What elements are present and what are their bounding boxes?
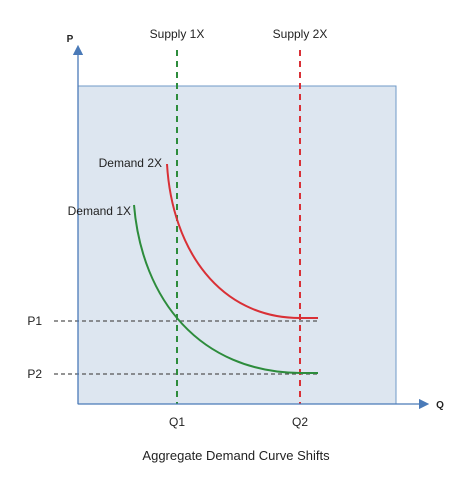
demand-1x-label: Demand 1X (68, 204, 131, 218)
chart-title: Aggregate Demand Curve Shifts (142, 448, 330, 463)
y-tick-p2: P2 (27, 367, 42, 381)
supply-1x-label: Supply 1X (150, 27, 205, 41)
y-axis-label: P (67, 34, 74, 45)
x-axis-label: Q (436, 400, 444, 411)
plot-area (77, 85, 397, 405)
y-tick-p1: P1 (27, 314, 42, 328)
demand-2x-label: Demand 2X (99, 156, 162, 170)
x-tick-q1: Q1 (169, 415, 185, 429)
x-tick-q2: Q2 (292, 415, 308, 429)
supply-2x-label: Supply 2X (273, 27, 328, 41)
demand-1x-curve (133, 204, 318, 374)
demand-2x-curve (166, 163, 318, 319)
